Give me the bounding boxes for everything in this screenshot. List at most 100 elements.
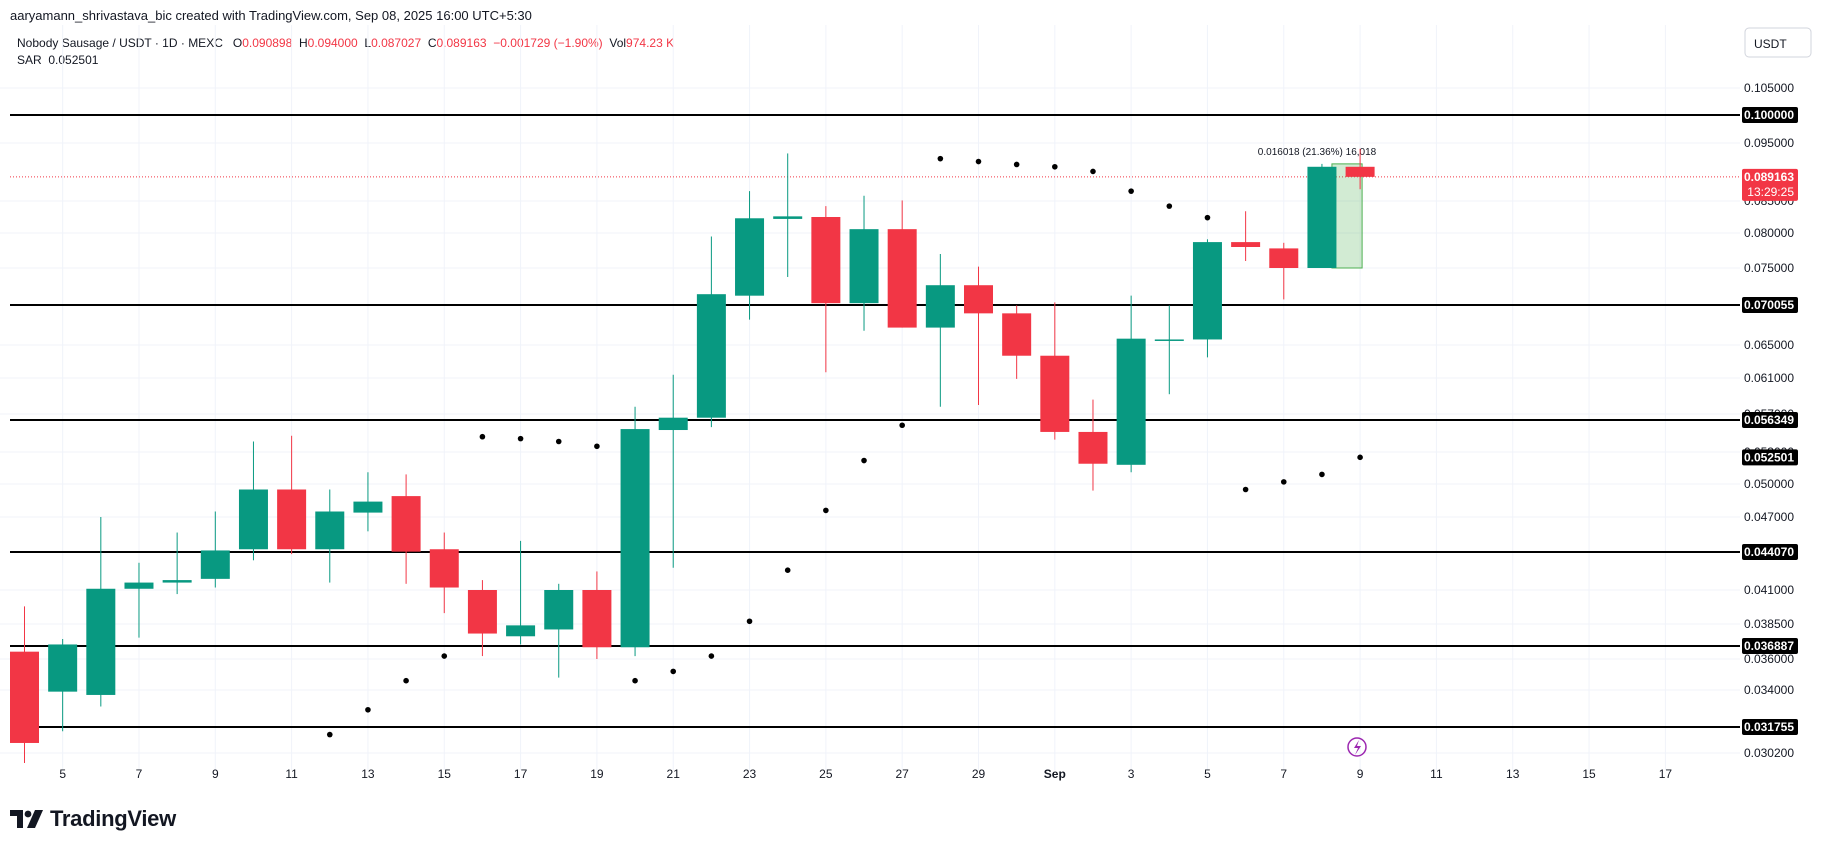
price-tick-label: 0.080000 <box>1744 226 1794 240</box>
level-price-tag-bg <box>1742 297 1798 313</box>
candle <box>86 517 116 707</box>
time-tick-label: Sep <box>1044 767 1066 781</box>
level-price-tag-bg <box>1742 544 1798 560</box>
indicator-value: 0.052501 <box>48 53 99 67</box>
sar-dot <box>1204 214 1211 221</box>
candle <box>1307 163 1337 268</box>
candle <box>10 606 39 764</box>
open-label: O <box>232 36 243 50</box>
time-tick-label: 17 <box>514 767 528 781</box>
candle-body <box>429 549 459 588</box>
sar-price-tag: 0.052501 <box>1742 449 1798 466</box>
level-price-tag: 0.100000 <box>1742 107 1798 123</box>
candle <box>811 206 841 373</box>
candle-body <box>1192 242 1222 340</box>
level-price-tag: 0.036887 <box>1742 638 1798 654</box>
sar-dot <box>746 618 753 625</box>
tradingview-logo[interactable]: TradingView <box>10 806 176 832</box>
candle <box>544 583 574 678</box>
time-tick-label: 29 <box>972 767 986 781</box>
candle-body <box>277 489 307 550</box>
candle <box>48 639 78 732</box>
candle-body <box>10 651 39 743</box>
time-scale: 5 7 9 11 13 15 17 19 21 23 25 27 29 Sep 3 5 7 9 11 13 15 17 <box>59 767 1672 781</box>
sar-dot <box>517 435 524 442</box>
sar-dot <box>632 677 638 684</box>
level-price-tag-text: 0.036887 <box>1744 639 1794 653</box>
candle <box>658 374 688 568</box>
level-price-tag-text: 0.031755 <box>1744 720 1794 734</box>
sar-dot <box>1319 471 1325 478</box>
candle <box>735 191 765 320</box>
close-value: 0.089163 <box>436 36 487 50</box>
candle <box>200 511 230 588</box>
candle <box>925 254 955 407</box>
candle <box>1231 211 1261 261</box>
candle <box>1192 239 1222 358</box>
candle <box>315 489 345 583</box>
brand-name: TradingView <box>50 806 176 831</box>
price-tick-label: 0.050000 <box>1744 477 1794 491</box>
level-price-tag-bg <box>1742 107 1798 123</box>
open-value: 0.090898 <box>242 36 293 50</box>
countdown-text: 13:29:25 <box>1747 185 1794 199</box>
sar-dot <box>1166 203 1173 209</box>
level-price-tag-text: 0.056349 <box>1744 413 1794 427</box>
sar-dot <box>594 443 600 450</box>
candle <box>162 532 192 595</box>
level-price-tag-bg <box>1742 638 1798 654</box>
candle-body <box>1231 242 1261 247</box>
time-tick-label: 3 <box>1128 767 1135 781</box>
sar-dot <box>861 457 867 464</box>
candle-body <box>1269 248 1299 268</box>
price-tick-label: 0.036000 <box>1744 652 1794 666</box>
price-tick-label: 0.047000 <box>1744 510 1794 524</box>
level-price-tag-text: 0.044070 <box>1744 545 1794 559</box>
time-tick-label: 13 <box>361 767 375 781</box>
candle-body <box>48 644 78 692</box>
time-tick-label: 9 <box>1357 767 1364 781</box>
candle <box>1116 295 1146 473</box>
candle <box>1154 305 1184 395</box>
time-tick-label: 13 <box>1506 767 1520 781</box>
price-tick-label: 0.034000 <box>1744 683 1794 697</box>
time-tick-label: 27 <box>896 767 910 781</box>
candle-body <box>964 285 993 314</box>
candle <box>582 571 612 659</box>
price-tick-label: 0.038500 <box>1744 617 1794 631</box>
current-price-text: 0.089163 <box>1744 170 1794 184</box>
candle <box>1269 242 1299 300</box>
price-tick-label: 0.065000 <box>1744 338 1794 352</box>
level-price-tag: 0.070055 <box>1742 297 1798 313</box>
candle-body <box>86 588 116 695</box>
high-label: H <box>298 36 308 50</box>
candle <box>429 532 459 614</box>
time-tick-label: 25 <box>819 767 833 781</box>
candle <box>773 153 803 277</box>
sar-dots <box>326 155 1363 738</box>
time-tick-label: 19 <box>590 767 604 781</box>
change-value: −0.001729 (−1.90%) <box>493 36 603 50</box>
time-tick-label: 17 <box>1659 767 1673 781</box>
candle-body <box>124 582 154 589</box>
measure-label: 0.016018 (21.36%) 16,018 <box>1258 147 1377 158</box>
candle-body <box>315 511 345 550</box>
candle <box>1345 148 1375 190</box>
sar-dot <box>365 706 371 713</box>
currency-button[interactable]: USDT <box>1744 27 1812 58</box>
sar-dot <box>1052 163 1058 170</box>
flash-icon[interactable] <box>1347 737 1367 757</box>
time-tick-label: 21 <box>667 767 681 781</box>
candle <box>964 266 993 405</box>
sar-dot <box>937 155 944 162</box>
level-price-tag: 0.056349 <box>1742 412 1798 428</box>
candle-body <box>620 429 650 648</box>
indicator-label[interactable]: SAR <box>17 53 42 67</box>
symbol-title[interactable]: Nobody Sausage / USDT · 1D · MEXC <box>17 36 223 50</box>
sar-dot <box>326 731 333 738</box>
tradingview-logo-icon <box>10 810 43 828</box>
sar-price-tag-bg <box>1742 449 1798 466</box>
candle-body <box>849 229 879 304</box>
